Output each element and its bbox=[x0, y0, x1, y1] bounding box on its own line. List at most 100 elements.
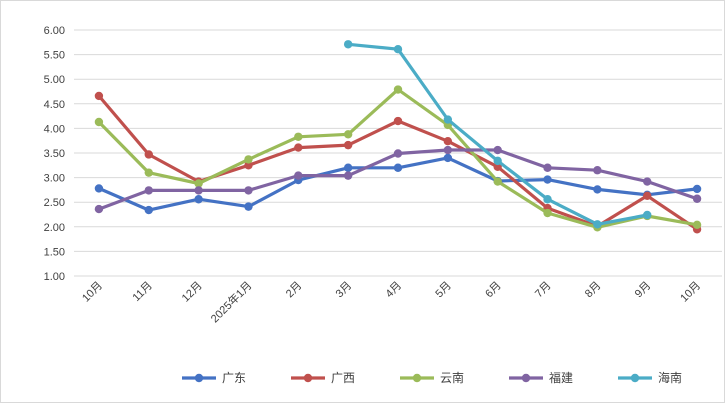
x-tick-label: 10月 bbox=[678, 280, 703, 305]
x-tick-label: 4月 bbox=[384, 280, 405, 301]
x-axis-ticks: 10月 11月 12月 2025年1月 2月 3月 4月 5月 6月 7月 8月 9月 10月 bbox=[80, 278, 703, 325]
data-point bbox=[593, 185, 602, 194]
y-tick-label: 4.50 bbox=[44, 99, 65, 111]
data-point bbox=[543, 208, 552, 218]
data-point bbox=[593, 220, 602, 229]
x-tick-label: 2025年1月 bbox=[207, 278, 254, 325]
x-tick-label: 8月 bbox=[583, 280, 604, 301]
legend: 广东 广西 云南 福建 海南 bbox=[182, 370, 682, 385]
data-point bbox=[643, 177, 652, 186]
y-tick-label: 5.00 bbox=[44, 74, 65, 86]
y-axis-ticks: 1.00 1.50 2.00 2.50 3.00 3.50 4.00 4.50 5.00 5.50… bbox=[44, 25, 65, 283]
series-1 bbox=[94, 153, 702, 215]
data-point bbox=[343, 130, 353, 139]
data-point bbox=[194, 186, 203, 195]
data-point bbox=[393, 44, 403, 54]
x-tick-label: 11月 bbox=[131, 280, 155, 304]
data-point bbox=[194, 179, 203, 188]
series-5 bbox=[343, 40, 652, 229]
data-point bbox=[543, 195, 552, 204]
data-point bbox=[294, 171, 303, 180]
data-point bbox=[294, 132, 303, 141]
data-point bbox=[144, 168, 153, 177]
data-point bbox=[493, 156, 502, 166]
data-point bbox=[443, 136, 453, 146]
y-tick-label: 3.50 bbox=[44, 148, 65, 160]
y-tick-label: 1.50 bbox=[44, 246, 65, 258]
data-point bbox=[493, 145, 502, 155]
data-point bbox=[244, 202, 253, 211]
legend-marker bbox=[630, 373, 640, 383]
y-tick-label: 3.00 bbox=[44, 173, 65, 185]
data-point bbox=[393, 163, 403, 172]
legend-label: 海南 bbox=[658, 370, 682, 385]
series-3 bbox=[94, 85, 702, 232]
legend-label: 福建 bbox=[549, 370, 573, 385]
legend-marker bbox=[521, 373, 531, 383]
legend-item: 云南 bbox=[400, 370, 464, 385]
data-point bbox=[343, 40, 353, 49]
legend-marker bbox=[194, 373, 204, 383]
x-tick-label: 10月 bbox=[80, 280, 105, 305]
legend-item: 广东 bbox=[182, 371, 246, 385]
data-point bbox=[493, 162, 502, 171]
series-line bbox=[346, 42, 649, 226]
x-tick-label: 7月 bbox=[533, 280, 554, 301]
data-point bbox=[443, 115, 453, 124]
series-group bbox=[94, 40, 702, 234]
series-line bbox=[97, 87, 699, 229]
y-tick-label: 4.00 bbox=[44, 123, 65, 135]
x-tick-label: 9月 bbox=[633, 280, 654, 301]
data-point bbox=[643, 210, 652, 220]
data-point bbox=[244, 155, 253, 164]
y-tick-label: 2.00 bbox=[44, 222, 65, 234]
data-point bbox=[94, 184, 104, 193]
data-point bbox=[94, 91, 104, 101]
data-point bbox=[393, 149, 403, 158]
series-4 bbox=[94, 145, 702, 214]
data-point bbox=[393, 116, 403, 126]
data-point bbox=[94, 204, 104, 214]
data-point bbox=[244, 161, 253, 170]
data-point bbox=[692, 220, 702, 230]
legend-label: 广东 bbox=[222, 371, 246, 385]
legend-item: 福建 bbox=[509, 370, 573, 385]
data-point bbox=[343, 140, 353, 150]
legend-item: 广西 bbox=[291, 371, 355, 385]
legend-marker bbox=[412, 373, 422, 383]
data-point bbox=[144, 205, 153, 215]
data-point bbox=[144, 150, 153, 159]
x-tick-label: 6月 bbox=[483, 280, 504, 301]
legend-item: 海南 bbox=[618, 370, 682, 385]
legend-label: 广西 bbox=[331, 371, 355, 385]
data-point bbox=[194, 195, 203, 204]
data-point bbox=[144, 186, 153, 195]
x-tick-label: 2月 bbox=[284, 280, 305, 301]
data-point bbox=[244, 186, 253, 195]
y-tick-label: 6.00 bbox=[44, 25, 65, 37]
x-tick-label: 5月 bbox=[433, 280, 454, 301]
data-point bbox=[692, 184, 702, 194]
data-point bbox=[343, 163, 353, 172]
y-tick-label: 1.00 bbox=[44, 271, 65, 283]
series-line bbox=[97, 94, 699, 231]
data-point bbox=[543, 175, 552, 184]
data-point bbox=[443, 153, 453, 163]
data-point bbox=[294, 143, 303, 152]
data-point bbox=[393, 85, 403, 94]
data-point bbox=[593, 166, 602, 175]
y-tick-label: 2.50 bbox=[44, 197, 65, 209]
data-point bbox=[643, 191, 652, 201]
data-point bbox=[543, 163, 552, 172]
y-tick-label: 5.50 bbox=[44, 50, 65, 62]
x-tick-label: 12月 bbox=[180, 280, 205, 305]
series-2 bbox=[94, 91, 702, 234]
data-point bbox=[94, 117, 104, 127]
legend-label: 云南 bbox=[440, 370, 464, 385]
data-point bbox=[493, 177, 502, 186]
x-tick-label: 3月 bbox=[334, 280, 355, 301]
data-point bbox=[343, 171, 353, 180]
data-point bbox=[443, 145, 453, 155]
legend-marker bbox=[303, 373, 313, 383]
